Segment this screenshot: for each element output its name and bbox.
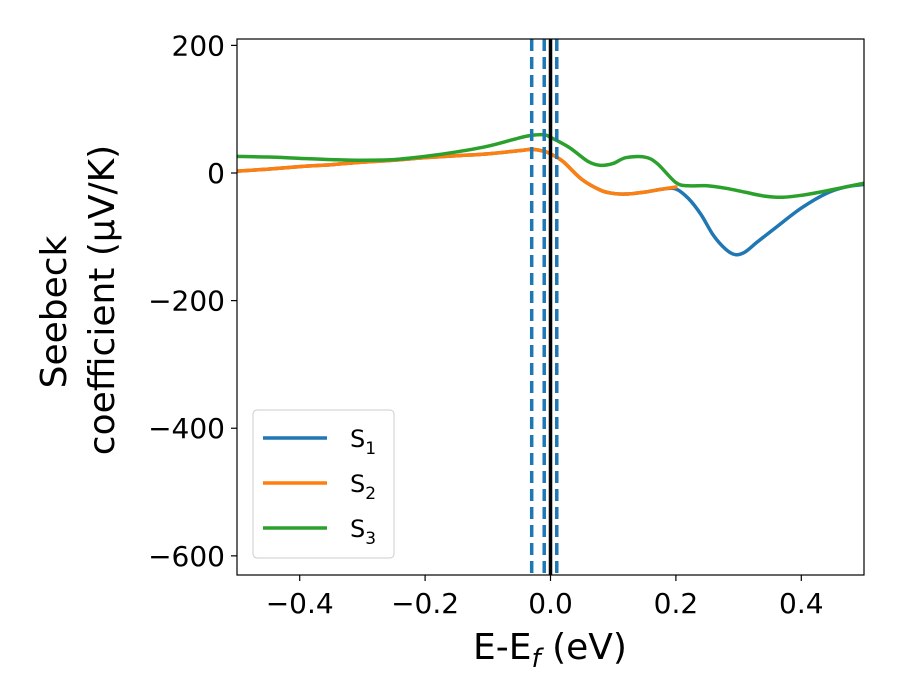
legend-label-s1: S1 [350,425,376,459]
reference-lines [529,39,559,575]
x-axis-ticks: −0.4 −0.2 0.0 0.2 0.4 [266,575,824,620]
x-axis-label-unit: (eV) [541,627,627,668]
y-axis-label-line1: Seebeck [34,235,75,388]
y-tick-label: −400 [148,412,225,445]
series-line-s3 [237,132,864,200]
x-tick-label: 0.0 [528,587,573,620]
series-line-s2 [237,147,678,196]
y-axis-label: Seebeck coefficient (μV/K) [34,145,123,455]
y-axis-label-line2: coefficient (μV/K) [82,145,123,455]
y-tick-label: −600 [148,540,225,573]
legend-label-s2: S2 [350,470,376,504]
y-axis-ticks: 200 0 −200 −400 −600 [148,29,237,573]
x-axis-label-main: E-E [473,627,531,668]
x-tick-label: 0.4 [779,587,824,620]
y-tick-label: −200 [148,285,225,318]
y-tick-label: 0 [207,157,225,190]
y-tick-label: 200 [172,29,225,62]
legend: S1 S2 S3 [252,409,395,559]
x-tick-label: −0.4 [266,587,334,620]
x-axis-label: E-Ef (eV) [473,627,627,674]
x-tick-label: −0.2 [391,587,459,620]
legend-label-s3: S3 [350,515,376,549]
x-tick-label: 0.2 [654,587,699,620]
